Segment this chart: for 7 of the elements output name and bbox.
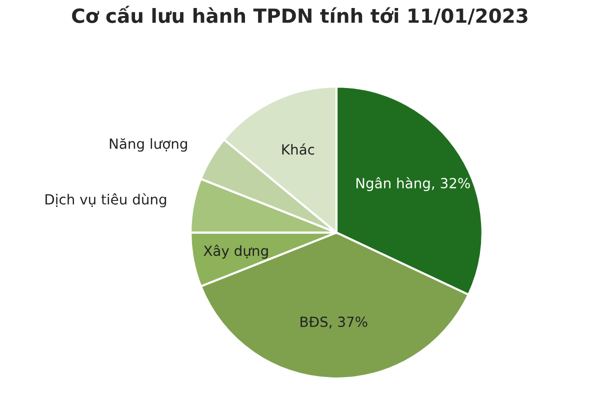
slice-label: Xây dựng — [204, 244, 268, 259]
slice-label: Dịch vụ tiêu dùng — [46, 193, 166, 208]
slice-label: BĐS, 37% — [300, 316, 368, 328]
slice-label: Khác — [282, 143, 314, 155]
chart-title: Cơ cấu lưu hành TPDN tính tới 11/01/2023 — [72, 6, 528, 25]
slice-label: Năng lượng — [110, 138, 187, 152]
slice-label: Ngân hàng, 32% — [356, 177, 470, 192]
